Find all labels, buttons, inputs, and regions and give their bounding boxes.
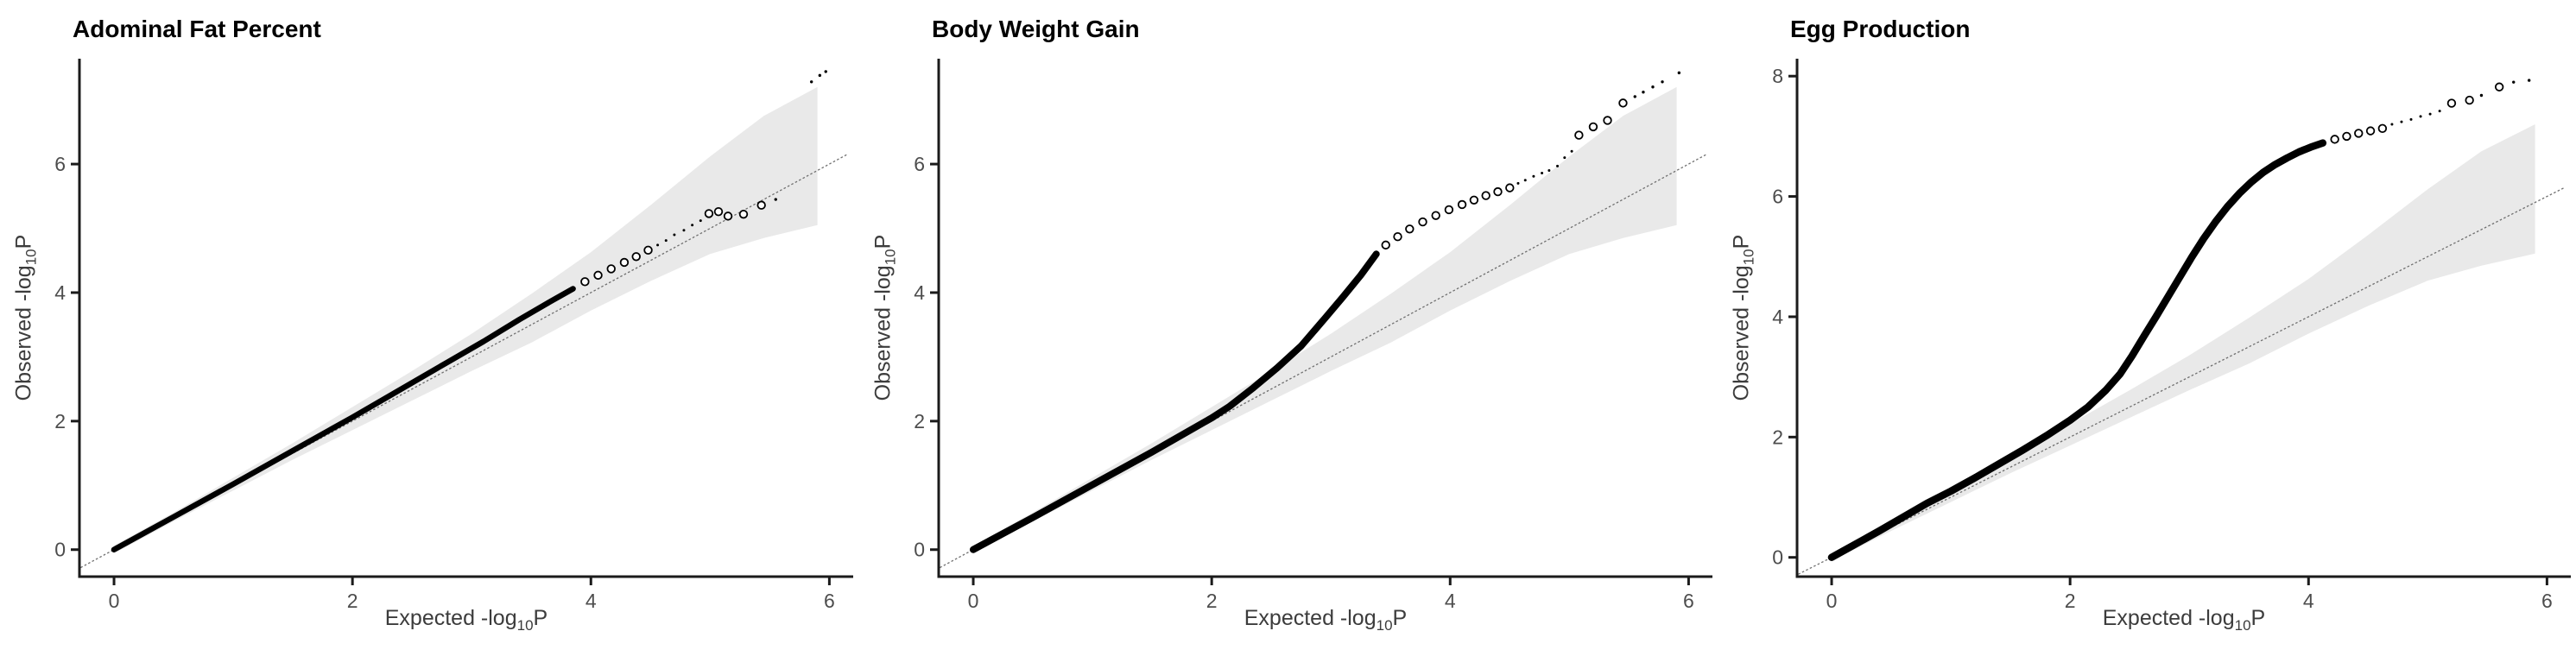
qq-panel-egg-production: 0 2 4 6 0 2 4 6 8 Egg Production Expected -log10…: [1718, 0, 2576, 650]
svg-text:2: 2: [54, 410, 66, 432]
svg-text:4: 4: [1772, 306, 1783, 328]
svg-text:4: 4: [585, 590, 597, 612]
svg-text:2: 2: [914, 410, 925, 432]
svg-text:4: 4: [914, 281, 925, 304]
svg-text:4: 4: [2303, 590, 2314, 612]
svg-text:0: 0: [968, 590, 979, 612]
svg-text:0: 0: [1826, 590, 1838, 612]
svg-text:4: 4: [1445, 590, 1456, 612]
svg-text:0: 0: [1772, 546, 1783, 569]
qq-plot-canvas-abdominal-fat: 0 2 4 6 0 2 4 6: [54, 59, 853, 612]
y-axis-label: Observed -log10P: [870, 234, 899, 401]
qq-plot-canvas-body-weight-gain: 0 2 4 6 0 2 4 6: [914, 59, 1712, 612]
panel-title-abdominal-fat: Adominal Fat Percent: [73, 16, 321, 42]
svg-text:6: 6: [1772, 186, 1783, 208]
y-axis-label: Observed -log10P: [1729, 234, 1757, 401]
svg-text:6: 6: [914, 153, 925, 175]
panel-title-body-weight-gain: Body Weight Gain: [932, 16, 1140, 42]
x-axis-label: Expected -log10P: [384, 606, 548, 634]
svg-text:2: 2: [1206, 590, 1218, 612]
svg-text:0: 0: [914, 539, 925, 561]
svg-text:0: 0: [109, 590, 120, 612]
svg-text:8: 8: [1772, 65, 1783, 87]
svg-text:6: 6: [824, 590, 835, 612]
x-axis-label: Expected -log10P: [1244, 606, 1408, 634]
qq-plot-canvas-egg-production: 0 2 4 6 0 2 4 6 8: [1772, 59, 2571, 612]
svg-text:4: 4: [54, 281, 66, 304]
svg-text:2: 2: [347, 590, 358, 612]
svg-text:0: 0: [54, 539, 66, 561]
qq-panel-abdominal-fat: 0 2 4 6 0 2 4 6 Adominal Fat Percent Expected -…: [0, 0, 858, 650]
svg-text:6: 6: [2541, 590, 2553, 612]
svg-text:2: 2: [1772, 426, 1783, 448]
svg-text:6: 6: [1683, 590, 1694, 612]
svg-text:6: 6: [54, 153, 66, 175]
svg-text:2: 2: [2065, 590, 2076, 612]
panel-title-egg-production: Egg Production: [1790, 16, 1971, 42]
x-axis-label: Expected -log10P: [2102, 606, 2266, 634]
y-axis-label: Observed -log10P: [11, 234, 40, 401]
qq-panel-body-weight-gain: 0 2 4 6 0 2 4 6 Body Weight Gain Expected -log1…: [859, 0, 1718, 650]
